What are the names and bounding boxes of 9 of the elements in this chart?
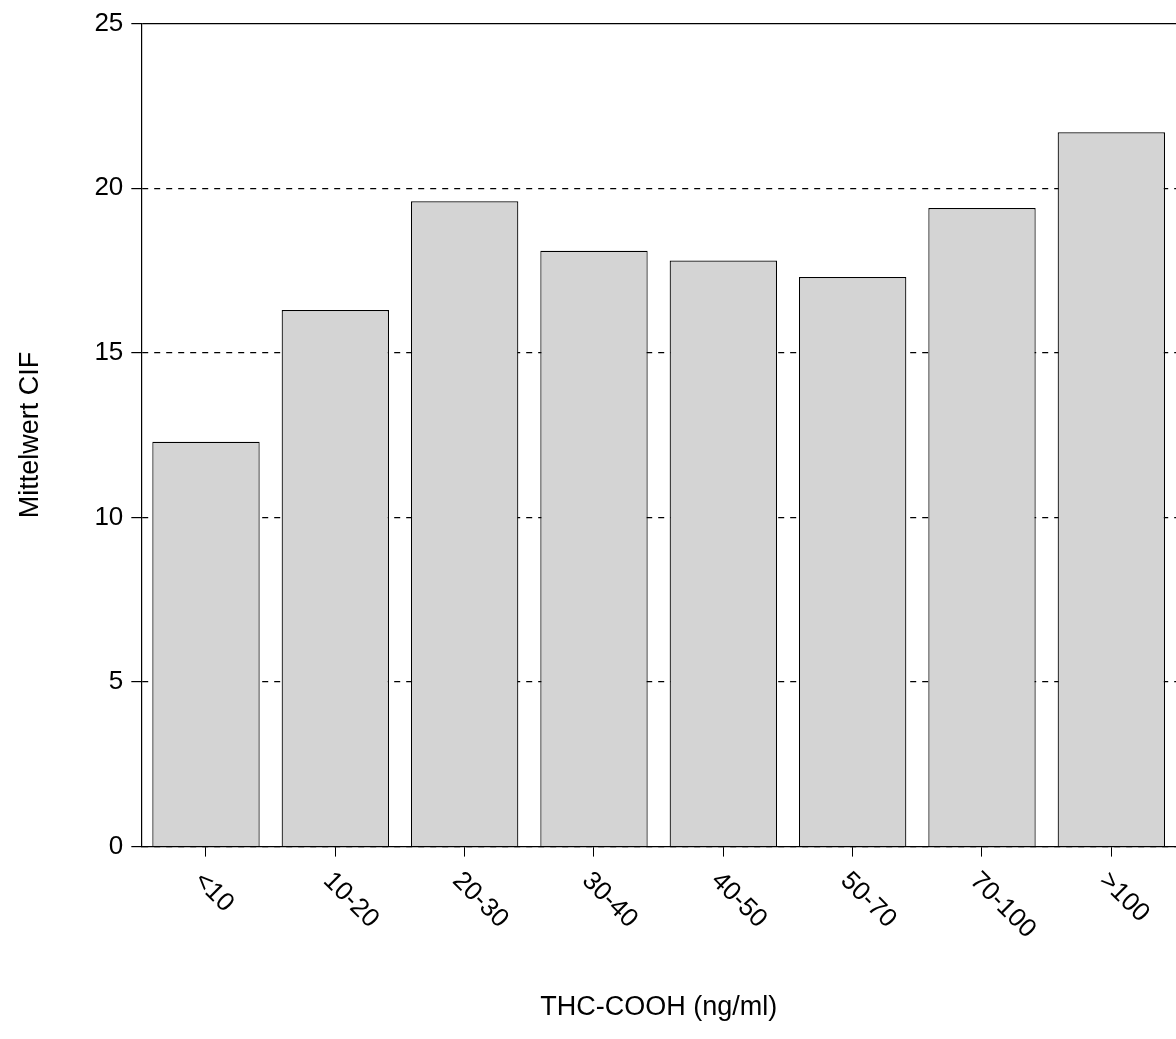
y-tick-label: 5 — [108, 665, 124, 696]
y-tick-label: 20 — [94, 171, 124, 202]
y-tick-label: 0 — [108, 829, 124, 860]
y-tick-label: 10 — [94, 500, 124, 531]
y-axis-title: Mittelwert CIF — [13, 351, 44, 519]
x-tick-label: <10 — [188, 864, 242, 918]
y-tick-label: 25 — [94, 6, 124, 37]
y-tick-label: 15 — [94, 335, 124, 366]
x-axis-title: THC-COOH (ng/ml) — [540, 991, 778, 1022]
